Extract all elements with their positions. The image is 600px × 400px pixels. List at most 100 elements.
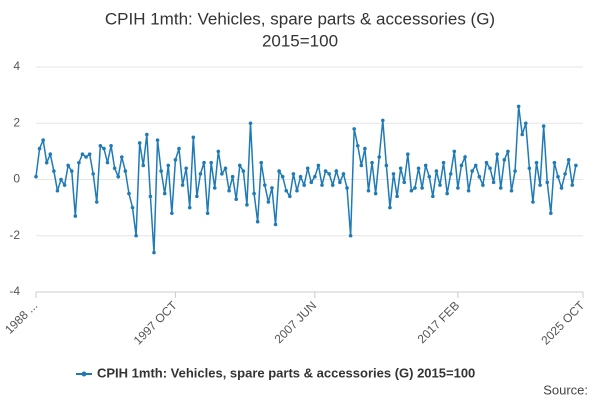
point xyxy=(270,186,274,190)
point xyxy=(473,163,478,168)
point xyxy=(463,155,467,159)
point xyxy=(484,160,489,165)
point xyxy=(288,194,292,199)
point xyxy=(488,166,492,171)
point xyxy=(409,188,414,193)
point xyxy=(248,121,253,126)
point xyxy=(277,169,281,173)
point xyxy=(355,143,360,148)
point xyxy=(563,172,567,176)
point xyxy=(345,186,349,190)
point xyxy=(363,146,367,151)
point xyxy=(470,169,474,173)
point xyxy=(370,160,374,165)
point xyxy=(152,250,156,255)
point xyxy=(155,138,160,142)
point xyxy=(320,183,324,187)
point xyxy=(41,138,45,142)
point xyxy=(255,219,260,224)
point xyxy=(127,191,131,196)
point xyxy=(216,149,221,154)
point xyxy=(380,118,385,123)
point xyxy=(420,186,424,190)
point xyxy=(559,186,564,190)
point xyxy=(459,163,464,168)
point xyxy=(570,183,575,187)
point xyxy=(531,200,535,204)
point xyxy=(316,163,321,168)
point xyxy=(69,169,74,173)
point xyxy=(398,166,403,171)
point xyxy=(359,163,364,168)
point xyxy=(298,174,303,179)
point xyxy=(413,186,417,190)
point xyxy=(80,152,85,156)
point xyxy=(184,166,188,171)
point xyxy=(62,183,67,187)
point xyxy=(102,146,106,151)
point xyxy=(545,180,550,185)
point xyxy=(220,172,224,176)
point xyxy=(263,183,267,187)
point xyxy=(284,188,289,193)
point xyxy=(348,233,353,238)
x-tick-label: 2025 OCT xyxy=(538,298,588,348)
point xyxy=(44,160,49,165)
series-line xyxy=(35,106,577,253)
y-tick-label: -4 xyxy=(9,284,20,298)
point xyxy=(366,188,371,193)
point xyxy=(534,160,539,165)
point xyxy=(166,163,171,168)
point xyxy=(230,174,235,179)
point xyxy=(313,174,317,179)
point xyxy=(556,174,560,179)
point xyxy=(141,163,146,168)
point xyxy=(402,180,407,185)
point xyxy=(552,160,557,165)
chart-title: CPIH 1mth: Vehicles, spare parts & acces… xyxy=(105,9,495,28)
point xyxy=(223,166,228,171)
point xyxy=(259,160,264,165)
x-tick-label: 1988 ... xyxy=(2,298,40,336)
point xyxy=(305,166,310,171)
point xyxy=(384,163,389,168)
point xyxy=(105,160,110,165)
point xyxy=(541,124,546,128)
point xyxy=(566,158,571,162)
point xyxy=(209,160,213,165)
legend-label: CPIH 1mth: Vehicles, spare parts & acces… xyxy=(97,365,475,380)
point xyxy=(130,205,135,210)
y-tick-label: 0 xyxy=(13,172,20,186)
point xyxy=(291,172,296,176)
point xyxy=(202,160,206,165)
point xyxy=(234,197,239,201)
point xyxy=(388,205,392,210)
point xyxy=(302,183,306,187)
point xyxy=(177,146,181,151)
point xyxy=(416,166,421,171)
point xyxy=(191,135,196,140)
point xyxy=(513,169,517,173)
point xyxy=(205,211,210,216)
source: Source: xyxy=(543,382,588,397)
point xyxy=(538,183,542,187)
point xyxy=(523,121,528,126)
point xyxy=(395,194,399,199)
point xyxy=(309,180,314,185)
point xyxy=(509,188,514,193)
point xyxy=(295,188,299,193)
point xyxy=(438,183,442,187)
point xyxy=(431,194,435,199)
point xyxy=(352,127,356,131)
point xyxy=(120,155,124,159)
chart-subtitle: 2015=100 xyxy=(262,31,338,50)
point xyxy=(448,172,453,176)
point xyxy=(116,174,121,179)
point xyxy=(198,172,203,176)
point xyxy=(327,172,331,176)
legend-marker xyxy=(81,371,87,377)
point xyxy=(37,146,42,151)
point xyxy=(334,169,339,173)
point xyxy=(98,143,103,148)
